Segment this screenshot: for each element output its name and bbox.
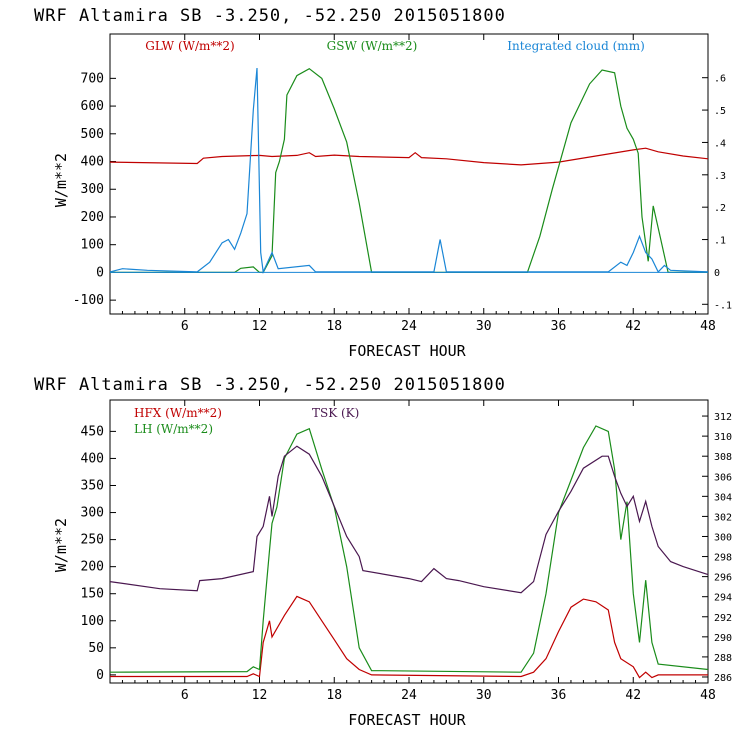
bottom-y2-tick-label: 298 bbox=[714, 553, 732, 564]
bottom-y-tick-label: 50 bbox=[88, 641, 104, 656]
bottom-y-tick-label: 300 bbox=[81, 506, 104, 521]
top-y2-tick-label: .1 bbox=[714, 236, 726, 247]
bottom-x-tick-label: 36 bbox=[551, 688, 567, 703]
top-x-tick-label: 36 bbox=[551, 319, 567, 334]
bottom-y2-tick-label: 290 bbox=[714, 633, 732, 644]
top-y2-tick-label: .6 bbox=[714, 74, 726, 85]
bottom-x-tick-label: 48 bbox=[700, 688, 716, 703]
top-x-tick-label: 30 bbox=[476, 319, 492, 334]
top-chart-ylabel: W/m**2 bbox=[52, 153, 70, 207]
top-y2-tick-label: .2 bbox=[714, 203, 726, 214]
bottom-series-line-1 bbox=[109, 425, 709, 673]
top-series-line-0 bbox=[109, 147, 709, 166]
top-y-tick-label: 200 bbox=[81, 210, 104, 225]
bottom-y-tick-label: 350 bbox=[81, 478, 104, 493]
legend-glw: GLW (W/m**2) bbox=[145, 39, 234, 53]
bottom-chart: WRF Altamira SB -3.250, -52.250 20150518… bbox=[34, 375, 732, 729]
top-y2-tick-label: .3 bbox=[714, 171, 726, 182]
bottom-y2-tick-label: 306 bbox=[714, 472, 732, 483]
bottom-x-tick-label: 24 bbox=[401, 688, 417, 703]
bottom-y-tick-label: 400 bbox=[81, 451, 104, 466]
top-series-line-2 bbox=[109, 67, 709, 275]
bottom-y-tick-label: 250 bbox=[81, 533, 104, 548]
top-y2-tick-label: 0 bbox=[714, 268, 720, 279]
bottom-y2-tick-label: 310 bbox=[714, 432, 732, 443]
bottom-x-tick-label: 12 bbox=[252, 688, 268, 703]
bottom-y2-tick-label: 288 bbox=[714, 653, 732, 664]
bottom-y2-tick-label: 304 bbox=[714, 492, 732, 503]
top-y2-tick-label: -.1 bbox=[714, 300, 732, 311]
legend-integrated-cloud: Integrated cloud (mm) bbox=[507, 39, 645, 53]
bottom-y2-tick-label: 308 bbox=[714, 452, 732, 463]
top-y2-tick-label: .4 bbox=[714, 138, 726, 149]
top-y-tick-label: -100 bbox=[73, 293, 104, 308]
legend-gsw: GSW (W/m**2) bbox=[327, 39, 418, 53]
bottom-x-tick-label: 6 bbox=[181, 688, 189, 703]
legend-tsk: TSK (K) bbox=[312, 406, 359, 420]
bottom-y2-tick-label: 300 bbox=[714, 532, 732, 543]
bottom-y2-tick-label: 296 bbox=[714, 573, 732, 584]
bottom-y2-tick-label: 286 bbox=[714, 673, 732, 684]
top-x-tick-label: 42 bbox=[625, 319, 641, 334]
bottom-chart-xlabel: FORECAST HOUR bbox=[348, 711, 466, 729]
top-y-tick-label: 700 bbox=[81, 71, 104, 86]
bottom-y2-tick-label: 292 bbox=[714, 613, 732, 624]
bottom-x-tick-label: 18 bbox=[326, 688, 342, 703]
top-x-tick-label: 12 bbox=[252, 319, 268, 334]
bottom-y-tick-label: 200 bbox=[81, 560, 104, 575]
bottom-y-tick-label: 100 bbox=[81, 614, 104, 629]
bottom-series-line-2 bbox=[109, 445, 709, 594]
top-y-tick-label: 600 bbox=[81, 99, 104, 114]
bottom-chart-ylabel: W/m**2 bbox=[52, 518, 70, 572]
top-x-tick-label: 24 bbox=[401, 319, 417, 334]
bottom-chart-frame bbox=[109, 399, 709, 684]
bottom-x-tick-label: 42 bbox=[625, 688, 641, 703]
bottom-y2-tick-label: 294 bbox=[714, 593, 732, 604]
top-chart-xlabel: FORECAST HOUR bbox=[348, 342, 466, 360]
legend-lh: LH (W/m**2) bbox=[134, 422, 213, 436]
top-y-tick-label: 100 bbox=[81, 238, 104, 253]
bottom-x-tick-label: 30 bbox=[476, 688, 492, 703]
top-y-tick-label: 300 bbox=[81, 182, 104, 197]
top-series-line-1 bbox=[110, 67, 708, 273]
bottom-series-line-0 bbox=[110, 595, 708, 679]
top-x-tick-label: 6 bbox=[181, 319, 189, 334]
bottom-chart-title: WRF Altamira SB -3.250, -52.250 20150518… bbox=[34, 375, 506, 395]
top-x-tick-label: 18 bbox=[326, 319, 342, 334]
bottom-y-tick-label: 150 bbox=[81, 587, 104, 602]
top-y-tick-label: 400 bbox=[81, 155, 104, 170]
bottom-y-tick-label: 450 bbox=[81, 424, 104, 439]
bottom-y2-tick-label: 312 bbox=[714, 412, 732, 423]
legend-hfx: HFX (W/m**2) bbox=[134, 406, 222, 420]
bottom-y2-tick-label: 302 bbox=[714, 512, 732, 523]
top-y2-tick-label: .5 bbox=[714, 106, 726, 117]
top-chart: WRF Altamira SB -3.250, -52.250 20150518… bbox=[34, 6, 732, 360]
top-x-tick-label: 48 bbox=[700, 319, 716, 334]
top-chart-title: WRF Altamira SB -3.250, -52.250 20150518… bbox=[34, 6, 506, 26]
top-y-tick-label: 500 bbox=[81, 127, 104, 142]
top-y-tick-label: 0 bbox=[96, 265, 104, 280]
bottom-y-tick-label: 0 bbox=[96, 668, 104, 683]
